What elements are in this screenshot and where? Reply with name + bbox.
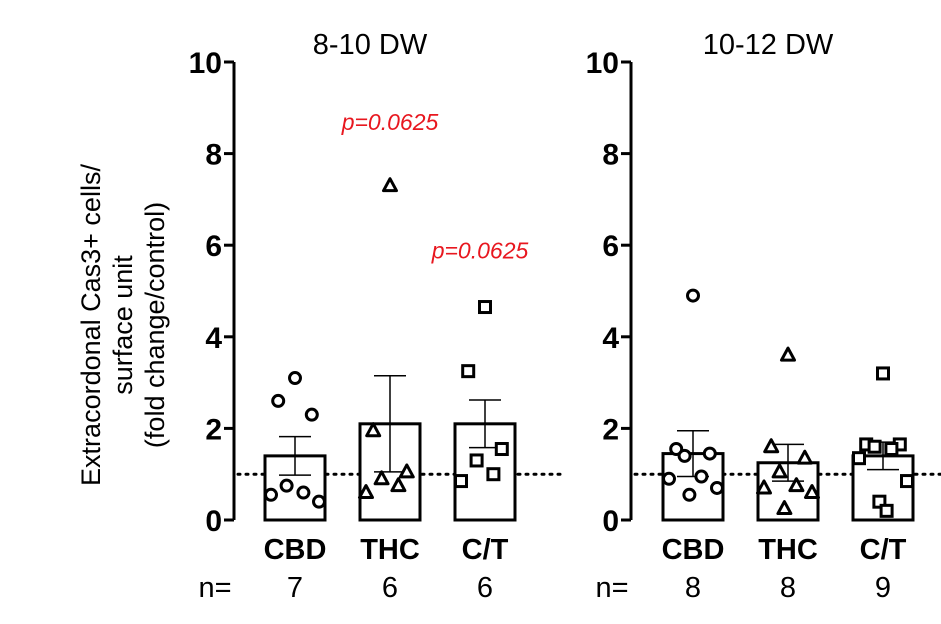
data-point-triangle: [358, 484, 374, 500]
data-point-square: [454, 474, 468, 489]
p-value-annotation: p=0.0625: [341, 109, 439, 135]
data-point-square: [852, 451, 866, 466]
y-tick-label: 4: [205, 322, 222, 355]
n-label: n=: [198, 572, 231, 604]
data-point-triangle: [763, 438, 780, 454]
data-point-circle: [677, 448, 692, 463]
data-point-triangle: [390, 477, 407, 493]
data-point-triangle: [756, 479, 772, 495]
chart-title: 8-10 DW: [313, 29, 428, 61]
y-tick-label: 10: [586, 47, 619, 80]
n-value: 9: [875, 572, 891, 604]
data-point-circle: [304, 407, 319, 422]
data-point-circle: [288, 371, 302, 386]
data-point-square: [478, 300, 492, 315]
data-point-square: [461, 364, 476, 379]
category-label: THC: [758, 534, 818, 566]
panel-10-12-dw: 10-12 DW 0 2 4 6 8 10 CBD 8 THC 8 C/T 9 n=: [586, 29, 941, 604]
n-value: 8: [780, 572, 796, 604]
y-tick-label: 8: [205, 139, 222, 172]
data-point-triangle: [788, 477, 805, 493]
data-point-circle: [296, 485, 311, 500]
panel-8-10-dw: 8-10 DW 0 2 4 6 8 10 CBD 7 THC 6 C/T 6 n= p=0.0625 p=0.…: [189, 29, 562, 604]
y-tick-label: 4: [602, 322, 619, 355]
y-axis-title-line-1: Extracordonal Cas3+ cells/: [76, 164, 106, 486]
data-point-triangle: [382, 177, 398, 193]
y-tick-label: 0: [602, 505, 619, 538]
data-point-square: [879, 503, 894, 518]
data-point-triangle: [804, 484, 820, 500]
data-point-circle: [682, 487, 697, 502]
chart-title: 10-12 DW: [703, 29, 834, 61]
data-point-triangle: [365, 422, 382, 438]
data-point-circle: [694, 469, 709, 484]
data-point-circle: [702, 446, 717, 461]
data-point-triangle: [776, 500, 793, 516]
n-value: 8: [685, 572, 701, 604]
y-tick-label: 8: [602, 139, 619, 172]
y-tick-label: 2: [602, 413, 619, 446]
y-axis-title: Extracordonal Cas3+ cells/ surface unit …: [76, 164, 170, 486]
data-point-circle: [264, 487, 278, 502]
category-label: THC: [360, 534, 420, 566]
data-point-triangle: [771, 463, 788, 479]
data-point-square: [876, 366, 890, 381]
data-point-circle: [710, 480, 724, 495]
y-tick-label: 10: [189, 47, 222, 80]
data-point-square: [486, 467, 501, 482]
n-label: n=: [595, 572, 628, 604]
data-point-triangle: [373, 470, 390, 486]
y-tick-label: 2: [205, 413, 222, 446]
data-point-triangle: [398, 463, 415, 479]
data-point-square: [872, 494, 887, 509]
category-label: CBD: [662, 534, 725, 566]
n-value: 6: [477, 572, 493, 604]
n-value: 7: [287, 572, 303, 604]
y-axis-title-line-2: surface unit: [108, 255, 138, 395]
data-point-circle: [279, 478, 294, 493]
y-tick-label: 6: [205, 230, 222, 263]
y-tick-label: 0: [205, 505, 222, 538]
data-point-circle: [312, 494, 326, 509]
data-point-square: [900, 474, 914, 489]
y-tick-label: 6: [602, 230, 619, 263]
data-point-circle: [686, 288, 700, 303]
y-axis-title-line-3: (fold change/control): [140, 202, 170, 448]
category-label: CBD: [264, 534, 327, 566]
category-label: C/T: [462, 534, 509, 566]
data-point-square: [884, 442, 899, 457]
data-point-triangle: [796, 449, 813, 465]
data-point-square: [494, 442, 509, 457]
p-value-annotation: p=0.0625: [431, 237, 529, 263]
data-point-square: [867, 439, 882, 454]
data-point-circle: [271, 393, 286, 408]
category-label: C/T: [860, 534, 907, 566]
data-point-square: [469, 453, 484, 468]
n-value: 6: [382, 572, 398, 604]
data-point-triangle: [780, 346, 796, 362]
data-point-circle: [662, 471, 676, 486]
